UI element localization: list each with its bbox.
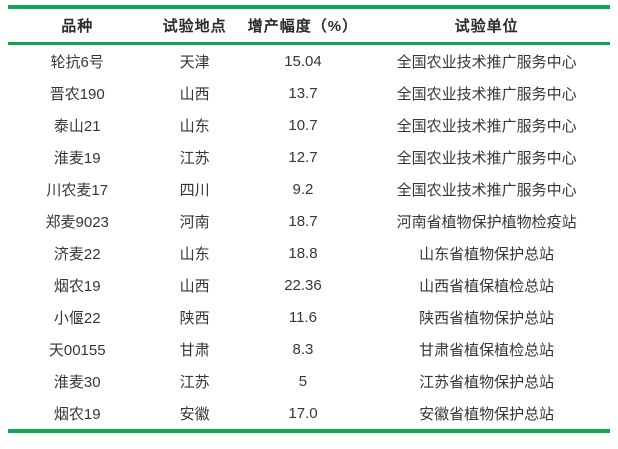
cell-variety: 淮麦30 xyxy=(53,373,101,391)
cell-unit: 河南省植物保护植物检疫站 xyxy=(396,213,577,231)
cell-unit: 陕西省植物保护总站 xyxy=(419,309,555,327)
cell-increase: 10.7 xyxy=(288,116,318,134)
cell-location: 江苏 xyxy=(179,149,210,167)
header-increase: 增产幅度（%） xyxy=(247,18,359,35)
cell-variety: 晋农190 xyxy=(49,85,105,103)
cell-unit: 江苏省植物保护总站 xyxy=(419,373,555,391)
cell-increase: 12.7 xyxy=(288,148,318,166)
cell-unit: 全国农业技术推广服务中心 xyxy=(396,85,577,103)
cell-increase: 15.04 xyxy=(284,52,322,70)
cell-increase: 22.36 xyxy=(284,276,322,294)
table-row: 川农麦17 四川 9.2 全国农业技术推广服务中心 xyxy=(8,173,610,205)
header-row: 品种 试验地点 增产幅度（%） 试验单位 xyxy=(8,7,610,44)
cell-location: 天津 xyxy=(179,53,210,71)
table-row: 轮抗6号 天津 15.04 全国农业技术推广服务中心 xyxy=(8,44,610,78)
cell-variety: 淮麦19 xyxy=(53,149,101,167)
cell-unit: 山东省植物保护总站 xyxy=(419,245,555,263)
cell-location: 江苏 xyxy=(179,373,210,391)
header-variety: 品种 xyxy=(61,18,94,35)
table-row: 泰山21 山东 10.7 全国农业技术推广服务中心 xyxy=(8,109,610,141)
cell-variety: 济麦22 xyxy=(53,245,101,263)
variety-trial-table: 品种 试验地点 增产幅度（%） 试验单位 轮抗6号 天津 15.04 全国农业技… xyxy=(8,5,610,433)
table-row: 小偃22 陕西 11.6 陕西省植物保护总站 xyxy=(8,301,610,333)
document-page: 品种 试验地点 增产幅度（%） 试验单位 轮抗6号 天津 15.04 全国农业技… xyxy=(8,5,610,433)
cell-increase: 5 xyxy=(298,372,308,390)
cell-location: 四川 xyxy=(179,181,210,199)
cell-increase: 17.0 xyxy=(288,404,318,422)
cell-increase: 9.2 xyxy=(292,180,314,198)
cell-unit: 山西省植保植检总站 xyxy=(419,277,555,295)
cell-location: 山西 xyxy=(179,85,210,103)
cell-variety: 泰山21 xyxy=(53,117,101,135)
cell-unit: 全国农业技术推广服务中心 xyxy=(396,53,577,71)
cell-increase: 18.7 xyxy=(288,212,318,230)
cell-increase: 11.6 xyxy=(288,308,317,326)
cell-variety: 轮抗6号 xyxy=(50,53,104,71)
cell-increase: 13.7 xyxy=(288,84,318,102)
table-row: 淮麦19 江苏 12.7 全国农业技术推广服务中心 xyxy=(8,141,610,173)
cell-unit: 甘肃省植保植检总站 xyxy=(419,341,555,359)
cell-location: 山东 xyxy=(179,245,210,263)
table-row: 郑麦9023 河南 18.7 河南省植物保护植物检疫站 xyxy=(8,205,610,237)
table-row: 淮麦30 江苏 5 江苏省植物保护总站 xyxy=(8,365,610,397)
cell-unit: 安徽省植物保护总站 xyxy=(419,405,555,423)
cell-increase: 8.3 xyxy=(292,340,314,358)
cell-variety: 郑麦9023 xyxy=(45,213,109,231)
cell-variety: 小偃22 xyxy=(53,309,101,327)
cell-location: 甘肃 xyxy=(179,341,210,359)
cell-location: 陕西 xyxy=(179,309,210,327)
table-row: 晋农190 山西 13.7 全国农业技术推广服务中心 xyxy=(8,77,610,109)
table-row: 济麦22 山东 18.8 山东省植物保护总站 xyxy=(8,237,610,269)
cell-variety: 川农麦17 xyxy=(46,181,109,199)
header-location: 试验地点 xyxy=(162,18,227,35)
table-row: 烟农19 山西 22.36 山西省植保植检总站 xyxy=(8,269,610,301)
cell-variety: 天00155 xyxy=(48,341,106,359)
cell-location: 山西 xyxy=(179,277,210,295)
cell-location: 安徽 xyxy=(179,405,210,423)
table-header: 品种 试验地点 增产幅度（%） 试验单位 xyxy=(8,7,610,44)
cell-unit: 全国农业技术推广服务中心 xyxy=(396,117,577,135)
table-row: 天00155 甘肃 8.3 甘肃省植保植检总站 xyxy=(8,333,610,365)
cell-location: 山东 xyxy=(179,117,210,135)
table-row: 烟农19 安徽 17.0 安徽省植物保护总站 xyxy=(8,397,610,431)
cell-variety: 烟农19 xyxy=(53,405,101,423)
cell-increase: 18.8 xyxy=(288,244,318,262)
table-body: 轮抗6号 天津 15.04 全国农业技术推广服务中心 晋农190 山西 13.7… xyxy=(8,44,610,432)
header-unit: 试验单位 xyxy=(454,18,519,35)
cell-location: 河南 xyxy=(179,213,210,231)
cell-unit: 全国农业技术推广服务中心 xyxy=(396,149,577,167)
cell-variety: 烟农19 xyxy=(53,277,101,295)
cell-unit: 全国农业技术推广服务中心 xyxy=(396,181,577,199)
